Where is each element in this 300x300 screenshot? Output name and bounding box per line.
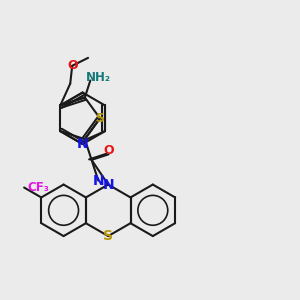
- Text: O: O: [67, 59, 77, 72]
- Text: N: N: [77, 137, 88, 151]
- Text: S: S: [103, 229, 113, 243]
- Text: N: N: [102, 178, 114, 192]
- Text: O: O: [103, 144, 114, 157]
- Text: N: N: [92, 174, 104, 188]
- Text: CF₃: CF₃: [27, 181, 49, 194]
- Text: S: S: [95, 112, 104, 125]
- Text: NH₂: NH₂: [86, 71, 111, 84]
